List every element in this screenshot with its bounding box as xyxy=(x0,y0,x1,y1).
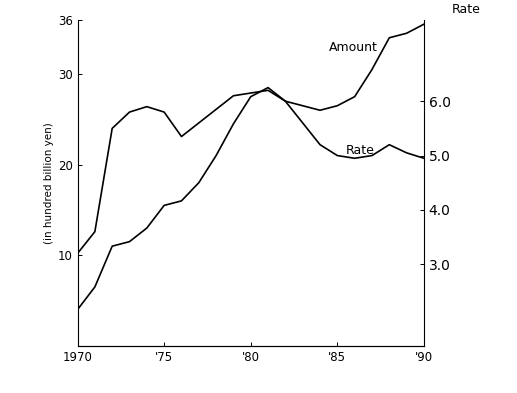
Text: Rate: Rate xyxy=(346,143,375,157)
Text: Rate: Rate xyxy=(452,4,480,17)
Y-axis label: (in hundred billion yen): (in hundred billion yen) xyxy=(43,122,54,244)
Text: Amount: Amount xyxy=(329,41,377,54)
